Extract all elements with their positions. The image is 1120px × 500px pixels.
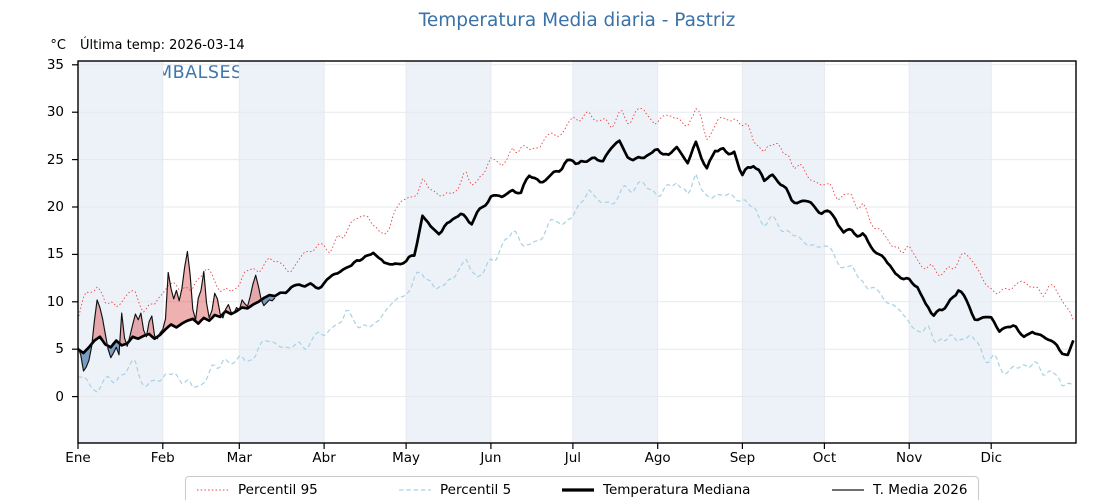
y-tick-label: 20 xyxy=(46,198,64,215)
last-temp-annotation: Última temp: 2026-03-14 xyxy=(80,38,245,53)
x-tick-label: Jul xyxy=(564,450,582,466)
x-tick-label: Nov xyxy=(896,450,923,466)
legend-label: Temperatura Mediana xyxy=(603,482,751,498)
legend-item-temperatura-mediana: Temperatura Mediana xyxy=(561,482,750,498)
month-band xyxy=(239,61,325,443)
y-tick-label: 0 xyxy=(55,388,64,405)
x-tick-label: Ene xyxy=(65,450,91,466)
legend-item-percentil-5: Percentil 5 xyxy=(398,482,511,498)
x-tick-label: Dic xyxy=(980,450,1003,466)
month-band xyxy=(78,61,163,443)
x-tick-label: Abr xyxy=(312,450,336,466)
legend-label: Percentil 5 xyxy=(440,482,512,498)
x-tick-label: Oct xyxy=(812,450,837,466)
p95-line xyxy=(77,107,1074,321)
median-line xyxy=(77,139,1075,357)
x-tick-label: Sep xyxy=(729,450,756,466)
legend-label: T. Media 2026 xyxy=(873,482,968,498)
month-band xyxy=(572,61,658,443)
y-tick-label: 15 xyxy=(46,246,64,263)
month-band xyxy=(909,61,992,443)
p5-line xyxy=(77,173,1074,393)
t-media-2026-line-sample-icon xyxy=(832,489,864,491)
percentil-5-line-sample-icon xyxy=(399,489,431,491)
x-tick-label: Ago xyxy=(644,450,671,466)
fill-above-median xyxy=(78,251,262,350)
x-tick-label: Jun xyxy=(480,450,502,466)
t2026-line xyxy=(77,250,276,372)
temperatura-mediana-line-sample-icon xyxy=(562,488,594,492)
y-tick-label: 35 xyxy=(46,56,64,73)
plot-area xyxy=(72,60,1077,449)
legend-label: Percentil 95 xyxy=(238,482,318,498)
legend-item-percentil-95: Percentil 95 xyxy=(196,482,318,498)
chart-canvas xyxy=(72,60,1077,449)
legend: Percentil 95 Percentil 5 Temperatura Med… xyxy=(185,476,979,500)
x-tick-label: Mar xyxy=(226,450,253,466)
month-band xyxy=(742,61,825,443)
x-tick-label: May xyxy=(392,450,421,466)
y-tick-label: 25 xyxy=(46,151,64,168)
x-tick-label: Feb xyxy=(150,450,175,466)
legend-item-t-media-2026: T. Media 2026 xyxy=(831,482,967,498)
month-band xyxy=(406,61,491,443)
y-axis-unit-label: °C xyxy=(50,38,66,53)
plot-border xyxy=(77,60,1077,444)
y-tick-label: 5 xyxy=(55,341,64,358)
y-tick-label: 10 xyxy=(46,293,64,310)
chart-title: Temperatura Media diaria - Pastriz xyxy=(418,10,736,31)
y-tick-label: 30 xyxy=(46,104,64,121)
percentil-95-line-sample-icon xyxy=(197,489,229,491)
